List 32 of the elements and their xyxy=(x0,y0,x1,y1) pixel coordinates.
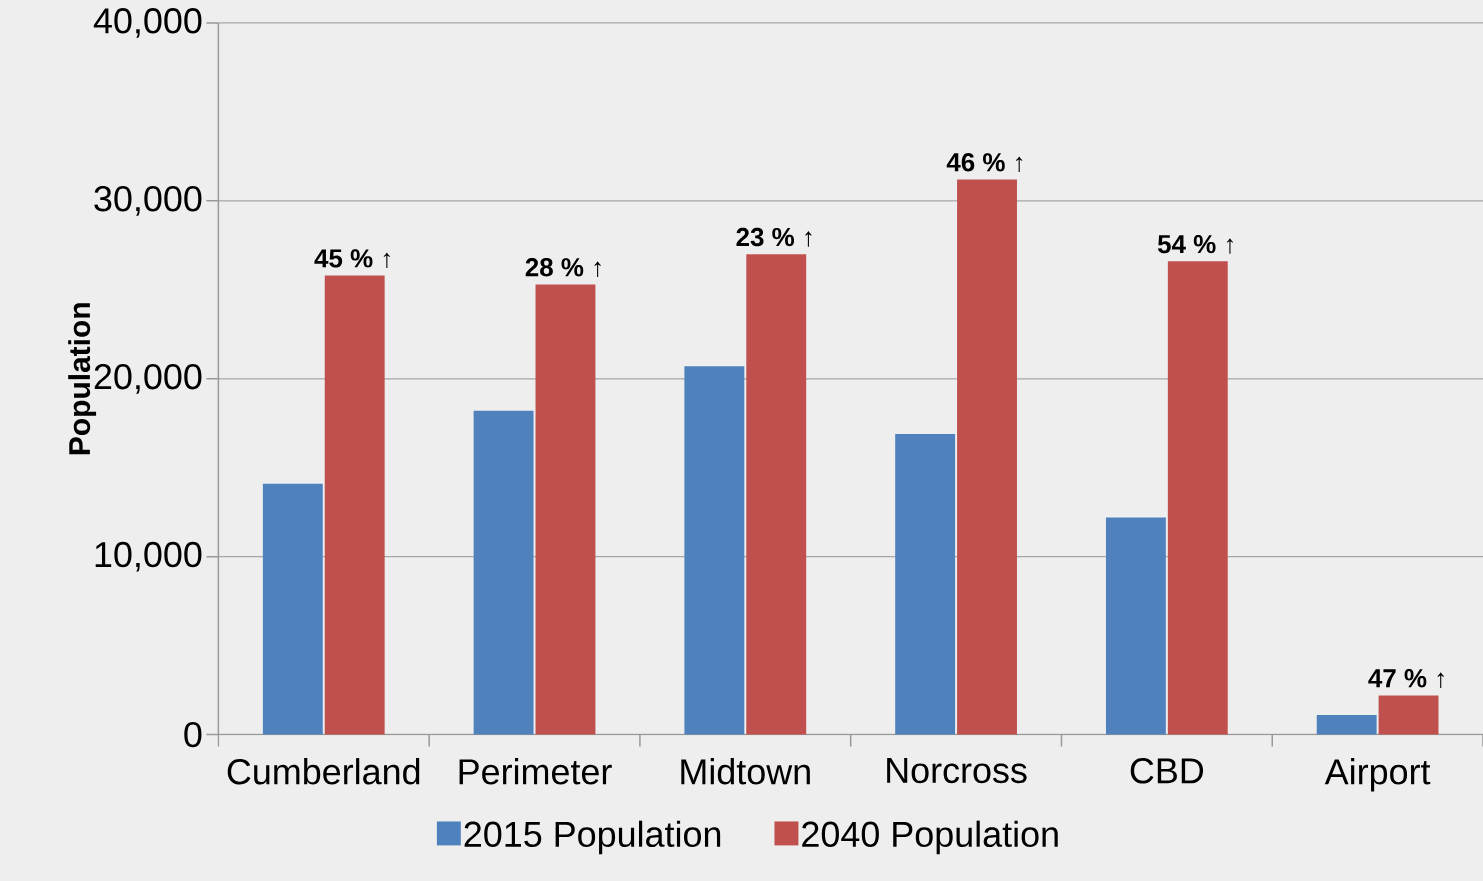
annotation: 28 % ↑ xyxy=(525,257,601,277)
annotation: 45 % ↑ xyxy=(314,249,390,268)
y-tick-label: 10,000 xyxy=(95,541,202,572)
x-tick-label: Perimeter xyxy=(459,757,612,785)
bar xyxy=(684,366,745,735)
bar xyxy=(1167,261,1228,735)
bar xyxy=(1378,695,1439,735)
annotation: 46 % ↑ xyxy=(946,152,1023,172)
bar xyxy=(957,179,1017,735)
annotation: 54 % ↑ xyxy=(1157,234,1233,254)
y-tick-label: 30,000 xyxy=(94,185,202,216)
x-tick-label: CBD xyxy=(1130,757,1204,784)
y-tick-label: 20,000 xyxy=(94,363,202,394)
legend-label: 2040 Population xyxy=(802,820,1058,854)
bar xyxy=(746,254,807,735)
y-tick-label: 0 xyxy=(184,721,202,748)
bar xyxy=(324,275,385,735)
bar xyxy=(535,284,596,735)
bar xyxy=(262,483,323,735)
x-tick-label: Cumberland xyxy=(227,757,420,785)
bar xyxy=(1316,714,1377,735)
legend-label: 2015 Population xyxy=(464,820,721,854)
x-tick-label: Midtown xyxy=(681,757,810,785)
y-tick-label: 40,000 xyxy=(93,7,202,38)
annotation: 23 % ↑ xyxy=(736,227,812,247)
bar xyxy=(895,433,956,735)
bar xyxy=(1105,517,1166,735)
x-tick-label: Airport xyxy=(1324,757,1431,792)
annotation: 47 % ↑ xyxy=(1368,668,1444,688)
x-tick-label: Norcross xyxy=(887,757,1027,783)
bar xyxy=(473,410,534,735)
y-axis-title: Population xyxy=(68,303,97,454)
